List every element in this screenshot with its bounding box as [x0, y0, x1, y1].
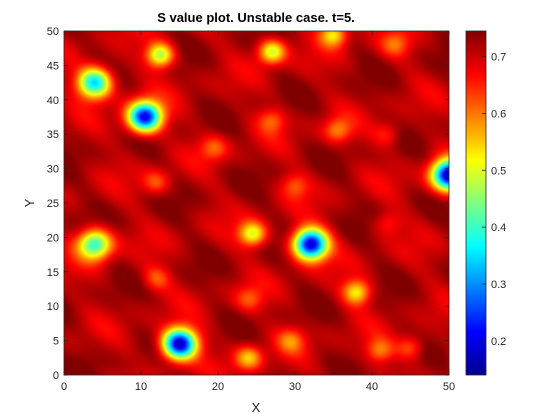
colorbar-tick-label: 0.4 — [491, 222, 506, 234]
y-tick-label: 35 — [47, 129, 59, 141]
y-tick-label: 20 — [47, 232, 59, 244]
x-axis: 0 10 20 30 40 50 — [61, 31, 455, 393]
x-tick-label: 30 — [289, 381, 301, 393]
y-tick-label: 10 — [47, 301, 59, 313]
x-tick-label: 50 — [443, 381, 455, 393]
x-axis-label: X — [252, 400, 261, 415]
colorbar-axis: 0.2 0.3 0.4 0.5 0.6 0.7 — [482, 52, 506, 348]
y-tick-label: 45 — [47, 60, 59, 72]
y-tick-label: 5 — [53, 336, 59, 348]
colorbar-tick-label: 0.7 — [491, 52, 506, 64]
chart-title: S value plot. Unstable case. t=5. — [157, 10, 355, 25]
y-tick-label: 25 — [47, 198, 59, 210]
colorbar-tick-label: 0.2 — [491, 336, 506, 348]
colorbar — [465, 30, 487, 376]
y-tick-label: 30 — [47, 164, 59, 176]
y-tick-label: 15 — [47, 267, 59, 279]
y-tick-label: 0 — [53, 370, 59, 382]
y-tick-label: 40 — [47, 95, 59, 107]
x-tick-label: 40 — [366, 381, 378, 393]
heatmap-image — [64, 31, 449, 375]
colorbar-tick-label: 0.3 — [491, 279, 506, 291]
x-tick-label: 0 — [61, 381, 67, 393]
y-axis: 0 5 10 15 20 25 30 35 40 45 50 — [47, 26, 449, 382]
colorbar-tick-label: 0.5 — [491, 165, 506, 177]
x-tick-label: 10 — [135, 381, 147, 393]
colorbar-tick-label: 0.6 — [491, 108, 506, 120]
y-tick-label: 50 — [47, 26, 59, 38]
y-axis-label: Y — [22, 198, 37, 207]
x-tick-label: 20 — [212, 381, 224, 393]
